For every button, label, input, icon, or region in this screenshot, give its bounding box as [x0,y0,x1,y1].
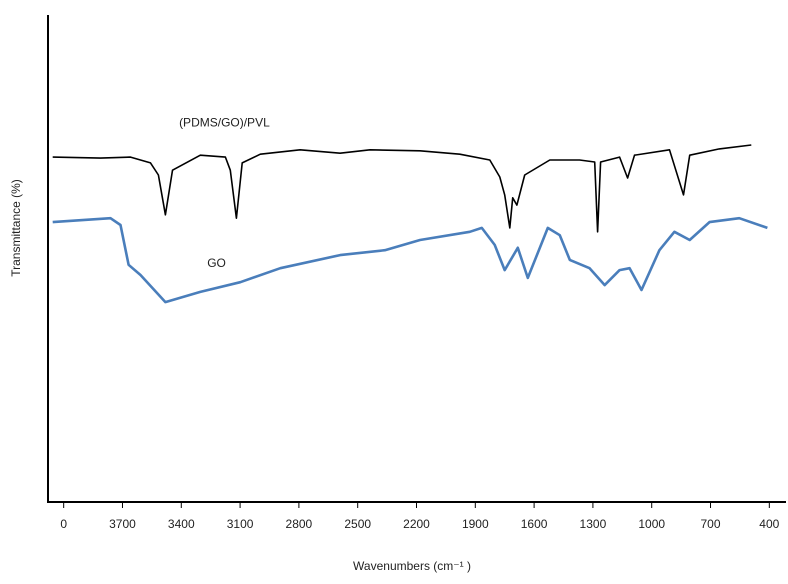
x-tick-label: 2200 [403,517,430,531]
x-tick-label: 3700 [109,517,136,531]
x-tick-label: 1600 [521,517,548,531]
series-line [52,216,768,304]
series-line [52,144,752,233]
x-axis-label: Wavenumbers (cm⁻¹ ) [353,559,471,573]
annotation: (PDMS/GO)/PVL [179,116,270,130]
x-tick-label: 700 [701,517,721,531]
x-tick-label: 3100 [227,517,254,531]
x-tick-label: 2800 [286,517,313,531]
x-tick-label: 1900 [462,517,489,531]
x-tick-label: 3400 [168,517,195,531]
x-tick-label: 0 [60,517,67,531]
y-axis-label: Transmittance (%) [9,179,23,277]
annotation: GO [207,256,226,270]
x-tick-label: 400 [759,517,779,531]
x-tick-label: 1300 [580,517,607,531]
x-tick-label: 1000 [638,517,665,531]
x-tick-label: 2500 [344,517,371,531]
